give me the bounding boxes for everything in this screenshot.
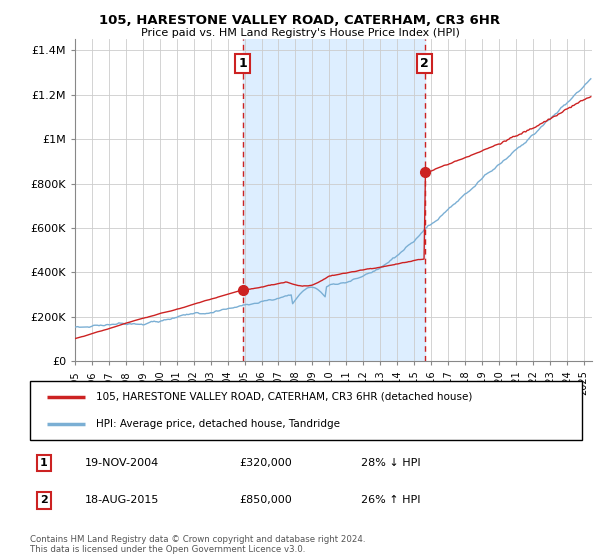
Text: 19-NOV-2004: 19-NOV-2004 <box>85 458 160 468</box>
Text: £850,000: £850,000 <box>240 496 293 506</box>
Text: 26% ↑ HPI: 26% ↑ HPI <box>361 496 421 506</box>
Text: 2: 2 <box>40 496 47 506</box>
Text: 1: 1 <box>40 458 47 468</box>
Text: Price paid vs. HM Land Registry's House Price Index (HPI): Price paid vs. HM Land Registry's House … <box>140 28 460 38</box>
Text: 18-AUG-2015: 18-AUG-2015 <box>85 496 160 506</box>
Text: Contains HM Land Registry data © Crown copyright and database right 2024.
This d: Contains HM Land Registry data © Crown c… <box>30 535 365 554</box>
Text: 28% ↓ HPI: 28% ↓ HPI <box>361 458 421 468</box>
Text: 2: 2 <box>421 57 429 70</box>
Text: £320,000: £320,000 <box>240 458 293 468</box>
Bar <box>242 39 425 361</box>
Text: HPI: Average price, detached house, Tandridge: HPI: Average price, detached house, Tand… <box>96 419 340 429</box>
Text: 105, HARESTONE VALLEY ROAD, CATERHAM, CR3 6HR (detached house): 105, HARESTONE VALLEY ROAD, CATERHAM, CR… <box>96 391 473 402</box>
Text: 105, HARESTONE VALLEY ROAD, CATERHAM, CR3 6HR: 105, HARESTONE VALLEY ROAD, CATERHAM, CR… <box>100 14 500 27</box>
Text: 1: 1 <box>238 57 247 70</box>
